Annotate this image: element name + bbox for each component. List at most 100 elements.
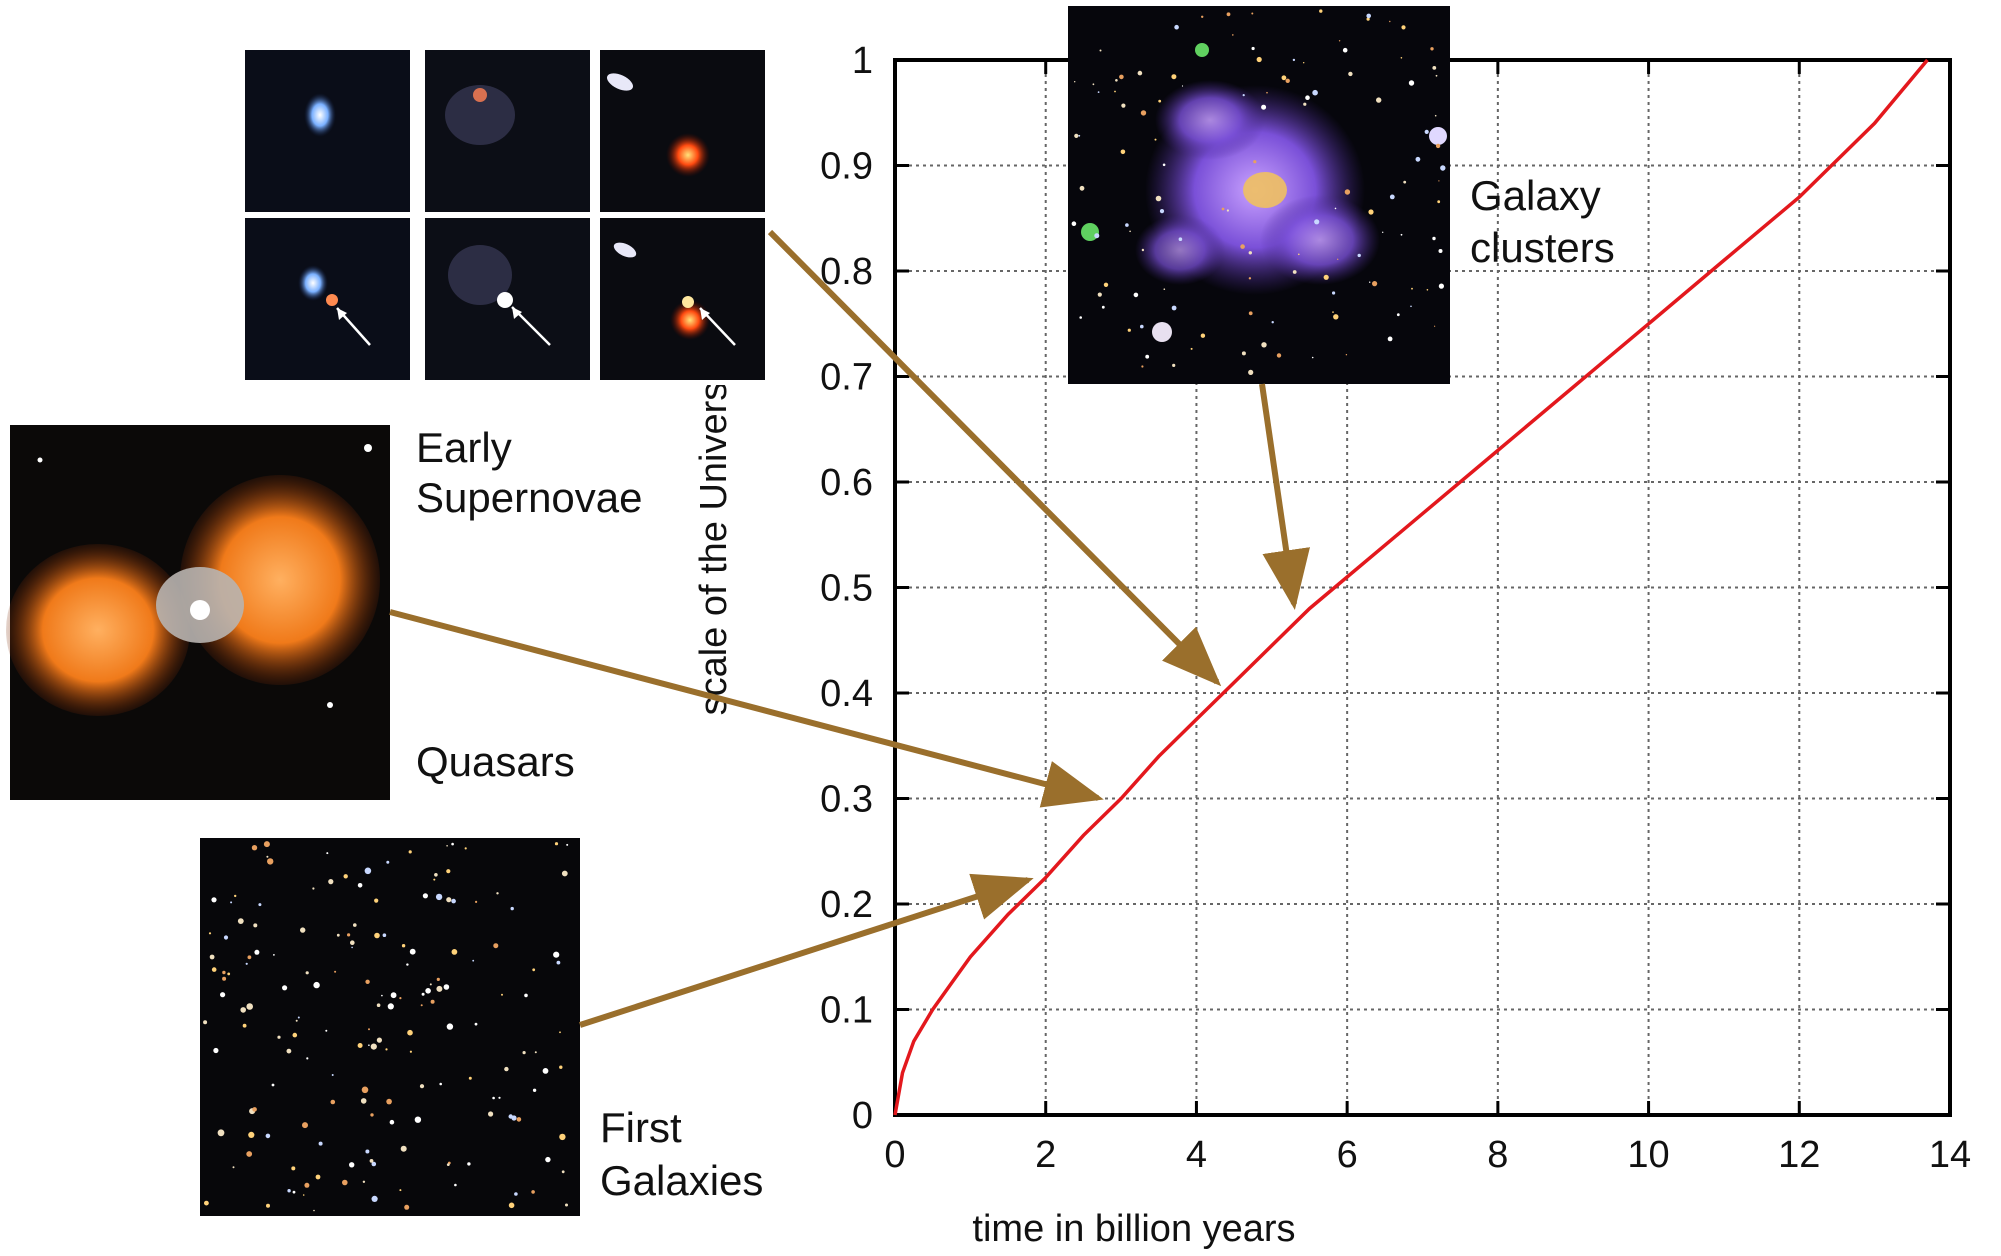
deep-field-galaxy bbox=[501, 993, 503, 996]
label-clusters-line2: clusters bbox=[1470, 224, 1615, 271]
y-tick-label: 0.7 bbox=[820, 357, 873, 399]
arrow-first-galaxies bbox=[579, 873, 1034, 1028]
deep-field-galaxy bbox=[330, 1099, 336, 1105]
annotation-arrows bbox=[389, 229, 1310, 1028]
deep-field-galaxy bbox=[421, 992, 425, 996]
deep-field-galaxy bbox=[313, 981, 320, 989]
deep-field-galaxy bbox=[493, 943, 499, 949]
x-tick-labels: 0 2 4 6 8 10 12 14 bbox=[884, 1134, 1971, 1176]
cluster-star bbox=[1253, 160, 1257, 164]
deep-field-galaxy bbox=[472, 959, 475, 962]
deep-field-galaxy bbox=[531, 1190, 535, 1194]
deep-field-galaxy bbox=[554, 842, 559, 846]
deep-field-galaxy bbox=[390, 992, 397, 999]
deep-field-galaxy bbox=[331, 1074, 334, 1076]
deep-field-galaxy bbox=[291, 1166, 296, 1171]
deep-field-galaxy bbox=[524, 993, 528, 998]
cluster-star bbox=[1125, 223, 1129, 227]
deep-field-galaxy bbox=[242, 1023, 247, 1028]
deep-field-galaxy bbox=[297, 1016, 300, 1019]
cluster-star bbox=[1311, 356, 1314, 359]
deep-field-galaxy bbox=[246, 1151, 253, 1157]
supernova-panel-6 bbox=[600, 218, 765, 380]
y-tick-label: 0.9 bbox=[820, 146, 873, 188]
label-early-supernovae: Early Supernovae bbox=[416, 424, 643, 521]
deep-field-galaxy bbox=[370, 1113, 374, 1117]
deep-field-galaxy bbox=[263, 841, 270, 848]
deep-field-galaxy bbox=[343, 874, 348, 879]
cluster-star bbox=[1440, 165, 1446, 171]
cluster-star bbox=[1159, 209, 1165, 214]
deep-field-galaxy bbox=[368, 1028, 370, 1031]
cluster-star bbox=[1292, 270, 1297, 274]
deep-field-galaxy bbox=[370, 1043, 377, 1050]
cluster-star bbox=[1303, 62, 1305, 64]
deep-field-galaxy bbox=[565, 1203, 568, 1207]
deep-field-galaxy bbox=[318, 1141, 323, 1146]
cluster-star bbox=[1248, 311, 1253, 316]
deep-field-galaxy bbox=[467, 1162, 471, 1166]
deep-field-galaxy bbox=[436, 977, 440, 982]
supernova-panel-1 bbox=[245, 50, 410, 212]
cluster-star bbox=[1338, 40, 1341, 42]
deep-field-galaxy bbox=[443, 984, 450, 990]
cluster-star bbox=[1396, 313, 1400, 317]
x-tick-label: 0 bbox=[884, 1134, 905, 1176]
supernova-panel-3 bbox=[600, 50, 765, 212]
y-tick-label: 0 bbox=[852, 1095, 873, 1137]
deep-field-galaxy bbox=[230, 901, 233, 904]
deep-field-galaxy bbox=[376, 1037, 382, 1043]
deep-field-galaxy bbox=[266, 855, 269, 858]
deep-field-galaxy bbox=[271, 1083, 275, 1087]
deep-field-galaxy bbox=[227, 972, 231, 976]
arrow-quasars bbox=[389, 609, 1104, 808]
cluster-star bbox=[1256, 56, 1262, 63]
cluster-star bbox=[1334, 207, 1337, 210]
deep-field-galaxy bbox=[508, 1202, 515, 1209]
cluster-star bbox=[1097, 292, 1102, 297]
deep-field-galaxy bbox=[203, 1020, 208, 1025]
deep-field-galaxy bbox=[213, 1047, 219, 1054]
deep-field-galaxy bbox=[240, 1007, 246, 1013]
deep-field-galaxy bbox=[253, 923, 258, 928]
cluster-star bbox=[1410, 305, 1412, 308]
cluster-star bbox=[1438, 180, 1440, 182]
deep-field-galaxy bbox=[336, 933, 340, 937]
y-tick-label: 0.5 bbox=[820, 568, 873, 610]
deep-field-galaxy bbox=[371, 1161, 377, 1167]
deep-field-galaxy bbox=[295, 1019, 298, 1022]
deep-field-galaxy bbox=[409, 948, 416, 955]
deep-field-galaxy bbox=[451, 842, 454, 846]
cluster-star bbox=[1115, 79, 1118, 82]
deep-field-galaxy bbox=[433, 878, 436, 881]
y-tick-label: 0.3 bbox=[820, 779, 873, 821]
deep-field-galaxy bbox=[545, 1156, 551, 1163]
deep-field-galaxy bbox=[389, 1119, 395, 1125]
cluster-star bbox=[1226, 209, 1229, 212]
cluster-star bbox=[1435, 143, 1441, 149]
y-tick-label: 0.1 bbox=[820, 990, 873, 1032]
cluster-star bbox=[1303, 102, 1307, 106]
cluster-star bbox=[1342, 47, 1348, 53]
cluster-star bbox=[1438, 283, 1444, 289]
cluster-star bbox=[1171, 305, 1177, 311]
cluster-star bbox=[1344, 189, 1351, 195]
deep-field-galaxy bbox=[266, 1203, 270, 1208]
cluster-star bbox=[1119, 74, 1124, 80]
deep-field-galaxy bbox=[292, 1032, 298, 1038]
deep-field-galaxy bbox=[365, 1149, 370, 1154]
deep-field-galaxy bbox=[561, 870, 568, 877]
cluster-star bbox=[1261, 342, 1267, 348]
deep-field-galaxy bbox=[325, 1029, 328, 1032]
deep-field-galaxy bbox=[208, 932, 212, 935]
deep-field-galaxy bbox=[511, 1115, 517, 1121]
deep-field-galaxy bbox=[386, 860, 390, 864]
deep-field-galaxy bbox=[566, 843, 569, 846]
deep-field-galaxy bbox=[446, 1163, 450, 1166]
deep-field-galaxy bbox=[204, 1200, 209, 1206]
deep-field-galaxy bbox=[277, 1035, 281, 1039]
deep-field-galaxy bbox=[371, 1195, 378, 1202]
deep-field-galaxy bbox=[328, 879, 334, 885]
deep-field-galaxy bbox=[496, 892, 499, 895]
arrow-galaxy-clusters bbox=[1259, 383, 1310, 610]
